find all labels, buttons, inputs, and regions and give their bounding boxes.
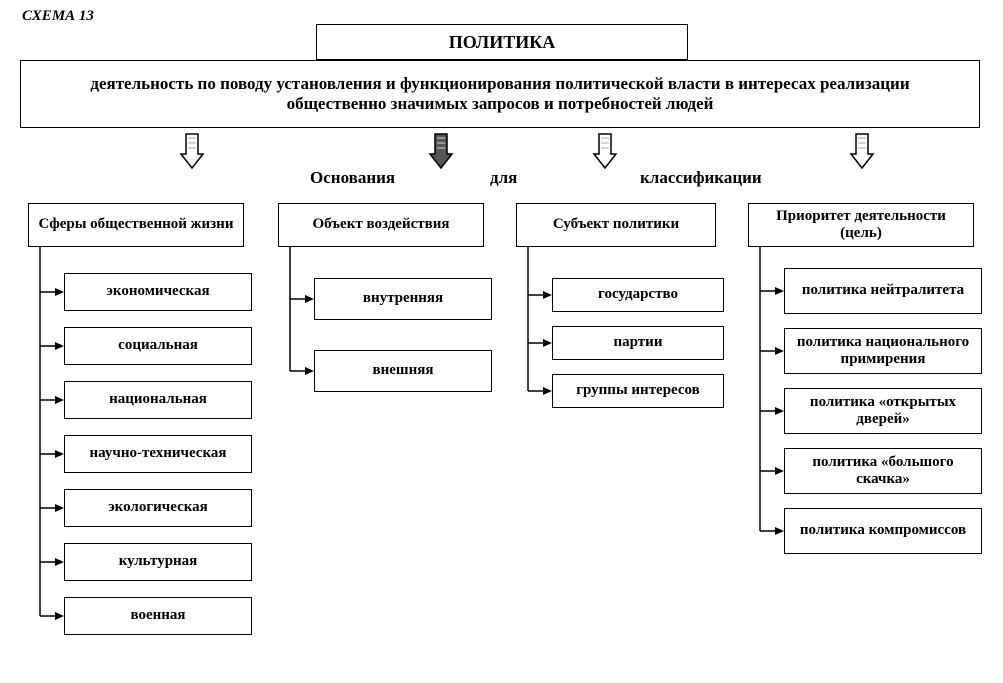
branch-header-spheres: Сферы общественной жизни <box>28 203 244 247</box>
branch-header-text: Субъект политики <box>553 216 679 233</box>
item-box: внутренняя <box>314 278 492 320</box>
item-box: государство <box>552 278 724 312</box>
item-text: политика нейтралитета <box>802 282 964 299</box>
item-text: экологическая <box>108 499 208 516</box>
item-box: экологическая <box>64 489 252 527</box>
branch-header-text: Сферы общественной жизни <box>39 216 234 233</box>
item-text: внутренняя <box>363 290 443 307</box>
item-text: национальная <box>109 391 207 408</box>
item-text: социальная <box>118 337 198 354</box>
title-text: ПОЛИТИКА <box>449 32 556 53</box>
item-text: политика «открытых дверей» <box>791 394 975 429</box>
item-text: научно-техническая <box>90 445 227 462</box>
item-box: культурная <box>64 543 252 581</box>
item-text: военная <box>130 607 185 624</box>
item-text: государство <box>598 286 678 303</box>
mid-word-3: классификации <box>640 168 762 188</box>
item-text: культурная <box>119 553 198 570</box>
title-box: ПОЛИТИКА <box>316 24 688 60</box>
item-box: группы интересов <box>552 374 724 408</box>
item-box: политика национального примирения <box>784 328 982 374</box>
item-box: партии <box>552 326 724 360</box>
item-text: политика «большого скачка» <box>791 454 975 489</box>
branch-header-object: Объект воздействия <box>278 203 484 247</box>
item-text: партии <box>614 334 663 351</box>
item-text: группы интересов <box>576 382 700 399</box>
item-box: политика «открытых дверей» <box>784 388 982 434</box>
mid-word-1: Основания <box>310 168 395 188</box>
mid-word-2: для <box>490 168 517 188</box>
branch-header-text: Объект воздействия <box>313 216 450 233</box>
item-text: политика компромиссов <box>800 522 966 539</box>
item-box: политика компромиссов <box>784 508 982 554</box>
item-box: внешняя <box>314 350 492 392</box>
branch-header-subject: Субъект политики <box>516 203 716 247</box>
branch-header-text: Приоритет деятельности (цель) <box>755 208 967 243</box>
definition-box: деятельность по поводу установления и фу… <box>20 60 980 128</box>
item-box: социальная <box>64 327 252 365</box>
item-box: экономическая <box>64 273 252 311</box>
item-box: политика нейтралитета <box>784 268 982 314</box>
item-box: политика «большого скачка» <box>784 448 982 494</box>
branch-header-priority: Приоритет деятельности (цель) <box>748 203 974 247</box>
scheme-label: СХЕМА 13 <box>22 8 94 25</box>
item-box: военная <box>64 597 252 635</box>
item-text: внешняя <box>373 362 434 379</box>
definition-text: деятельность по поводу установления и фу… <box>51 74 949 113</box>
item-text: политика национального примирения <box>791 334 975 369</box>
item-box: научно-техническая <box>64 435 252 473</box>
item-text: экономическая <box>106 283 209 300</box>
item-box: национальная <box>64 381 252 419</box>
